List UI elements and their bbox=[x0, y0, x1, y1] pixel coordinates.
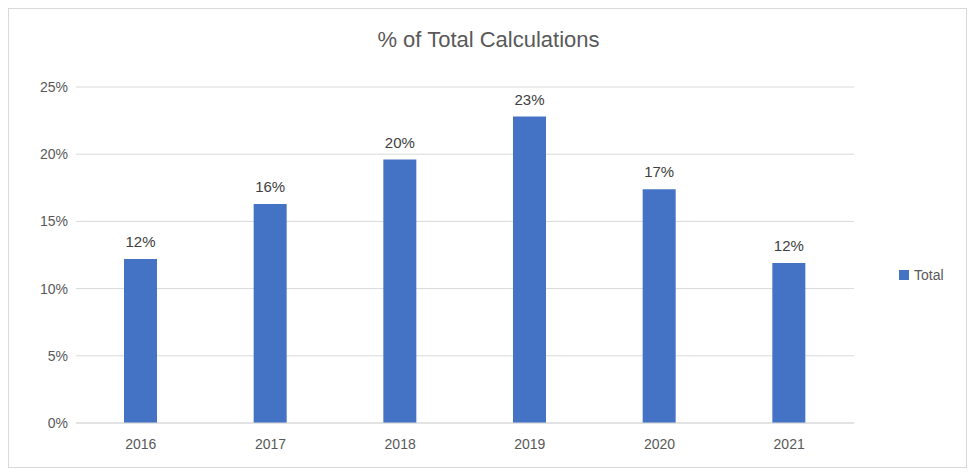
svg-text:2016: 2016 bbox=[125, 436, 156, 452]
svg-text:20%: 20% bbox=[40, 146, 68, 162]
svg-text:2017: 2017 bbox=[255, 436, 286, 452]
svg-text:2020: 2020 bbox=[644, 436, 675, 452]
svg-text:15%: 15% bbox=[40, 213, 68, 229]
svg-text:0%: 0% bbox=[48, 415, 68, 431]
svg-text:12%: 12% bbox=[125, 233, 155, 250]
svg-text:2021: 2021 bbox=[774, 436, 805, 452]
svg-text:20%: 20% bbox=[385, 134, 415, 151]
svg-text:2018: 2018 bbox=[385, 436, 416, 452]
svg-text:25%: 25% bbox=[40, 79, 68, 95]
svg-text:23%: 23% bbox=[514, 91, 544, 108]
svg-text:16%: 16% bbox=[255, 178, 285, 195]
svg-text:5%: 5% bbox=[48, 348, 68, 364]
svg-text:17%: 17% bbox=[644, 163, 674, 180]
svg-text:10%: 10% bbox=[40, 281, 68, 297]
html-text:% of Total Calculations: % of Total Calculations bbox=[377, 27, 600, 52]
html-text:Total: Total bbox=[914, 267, 944, 283]
svg-text:2019: 2019 bbox=[514, 436, 545, 452]
svg-text:12%: 12% bbox=[774, 237, 804, 254]
